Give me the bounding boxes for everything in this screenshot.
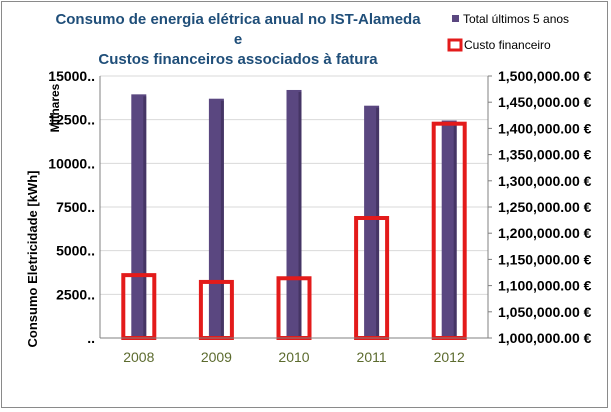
y-tick-label: 5000.. bbox=[56, 243, 95, 259]
consumption-bar bbox=[441, 120, 457, 338]
legend-outline-swatch bbox=[447, 38, 463, 52]
y2-tick-label: 1,000,000.00 € bbox=[498, 330, 592, 346]
legend: Total últimos 5 anos Custo financeiro bbox=[447, 12, 569, 52]
consumption-bar-shade bbox=[453, 122, 457, 338]
legend-bar-swatch bbox=[452, 15, 459, 22]
y2-tick-label: 1,500,000.00 € bbox=[498, 68, 592, 84]
y-tick-label: 7500.. bbox=[56, 199, 95, 215]
consumption-bar-shade bbox=[220, 100, 224, 338]
right-axis-ticks: 1,000,000.00 € 1,050,000.00 € 1,100,000.00… bbox=[488, 68, 592, 346]
left-axis-ticks: .. 2500.. 5000.. 7500.. 10000.. 12500.. 15000.… bbox=[48, 68, 95, 346]
title-line-3: Custos financeiros associados à fatura bbox=[98, 51, 378, 68]
category-label: 2012 bbox=[434, 349, 465, 365]
category-labels: 2008 2009 2010 2011 2012 bbox=[123, 349, 465, 365]
legend-bar-label: Total últimos 5 anos bbox=[463, 12, 569, 26]
consumption-bar bbox=[286, 89, 302, 339]
y2-tick-label: 1,050,000.00 € bbox=[498, 304, 592, 320]
y-tick-label: .. bbox=[87, 330, 95, 346]
chart-title: Consumo de energia elétrica anual no IST… bbox=[55, 11, 421, 68]
category-label: 2008 bbox=[123, 349, 154, 365]
y2-tick-label: 1,150,000.00 € bbox=[498, 251, 592, 267]
y-axis-units: Milhares bbox=[48, 83, 62, 132]
legend-outline-label: Custo financeiro bbox=[464, 38, 551, 52]
y-tick-label: 15000.. bbox=[48, 68, 95, 84]
y2-tick-label: 1,250,000.00 € bbox=[498, 199, 592, 215]
category-label: 2009 bbox=[201, 349, 232, 365]
y-tick-label: 12500.. bbox=[48, 112, 95, 128]
y2-tick-label: 1,300,000.00 € bbox=[498, 173, 592, 189]
title-line-1: Consumo de energia elétrica anual no IST… bbox=[55, 11, 421, 28]
title-line-2: e bbox=[234, 31, 242, 48]
y-axis-label: Consumo Eletricidade [kWh] bbox=[25, 171, 40, 348]
chart-svg: Consumo de energia elétrica anual no IST… bbox=[25, 11, 592, 365]
y2-tick-label: 1,400,000.00 € bbox=[498, 120, 592, 136]
consumption-bar-shade bbox=[376, 107, 380, 339]
bars bbox=[131, 89, 457, 339]
category-label: 2011 bbox=[357, 349, 387, 365]
y2-tick-label: 1,350,000.00 € bbox=[498, 147, 592, 163]
y2-tick-label: 1,100,000.00 € bbox=[498, 278, 592, 294]
consumption-bar-shade bbox=[143, 96, 147, 338]
y-tick-label: 10000.. bbox=[48, 155, 95, 171]
category-label: 2010 bbox=[278, 349, 309, 365]
y2-tick-label: 1,200,000.00 € bbox=[498, 225, 592, 241]
y-tick-label: 2500.. bbox=[56, 286, 95, 302]
consumption-bar-shade bbox=[298, 91, 302, 339]
consumption-bar bbox=[208, 98, 224, 338]
y2-tick-label: 1,450,000.00 € bbox=[498, 94, 592, 110]
consumption-bar bbox=[364, 105, 380, 339]
